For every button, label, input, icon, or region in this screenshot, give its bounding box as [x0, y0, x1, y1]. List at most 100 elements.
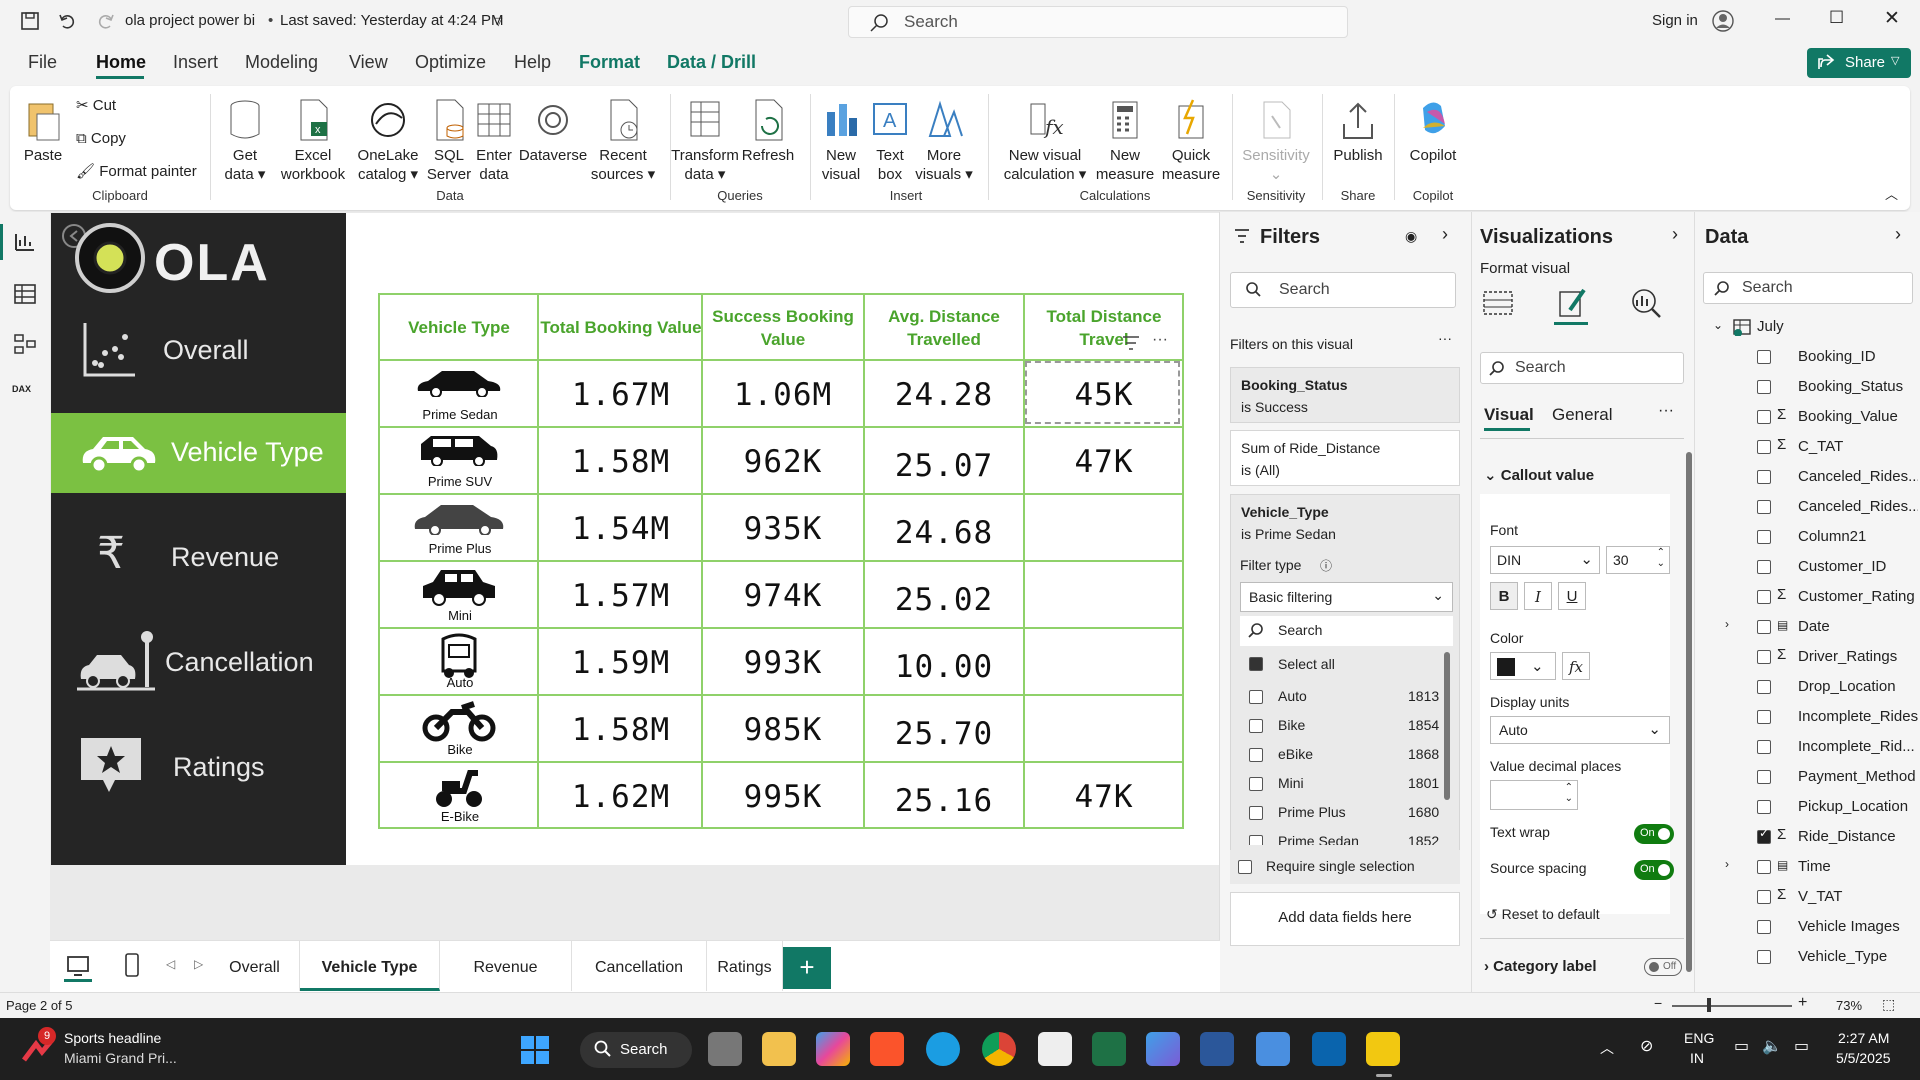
zoom-in-button[interactable]: +	[1798, 994, 1808, 1011]
table-row[interactable]: E-Bike 1.62M 995K 25.16 47K	[380, 763, 1182, 828]
display-icon[interactable]: ▭	[1734, 1038, 1750, 1055]
refresh-button[interactable]: Refresh	[740, 98, 796, 165]
vehicle-type-table[interactable]: Vehicle Type Total Booking Value Success…	[378, 293, 1184, 829]
data-field[interactable]: Vehicle Images	[1695, 912, 1920, 942]
menu-data-drill[interactable]: Data / Drill	[667, 52, 757, 72]
data-field[interactable]: Canceled_Rides...	[1695, 462, 1920, 492]
cell-total[interactable]: 1.57M	[571, 578, 671, 614]
font-family-dropdown[interactable]: DIN ⌄	[1490, 546, 1600, 574]
cell-avg[interactable]: 24.68	[894, 515, 994, 551]
data-field[interactable]: Customer_ID	[1695, 552, 1920, 582]
clock-time[interactable]: 2:27 AM	[1838, 1030, 1890, 1046]
table-row[interactable]: Prime SUV 1.58M 962K 25.07 47K	[380, 428, 1182, 493]
powerbi-icon[interactable]	[1366, 1032, 1400, 1066]
cell-avg[interactable]: 25.02	[894, 582, 994, 618]
new-visual-calculation-button[interactable]: fx New visual calculation ▾	[1000, 98, 1090, 184]
table-row[interactable]: Bike 1.58M 985K 25.70	[380, 696, 1182, 761]
callout-value-section[interactable]: ⌄ Callout value	[1484, 467, 1595, 484]
model-view-icon[interactable]	[14, 334, 36, 354]
nav-overall[interactable]: Overall	[51, 311, 346, 391]
header-vehicle-type[interactable]: Vehicle Type	[408, 318, 510, 337]
table-view-icon[interactable]	[14, 284, 36, 304]
data-field[interactable]: Incomplete_Rides	[1695, 702, 1920, 732]
analytics-icon[interactable]	[1630, 288, 1662, 318]
enter-data-button[interactable]: Enter data	[474, 98, 514, 184]
windows-start-icon[interactable]	[520, 1035, 550, 1065]
viz-search-input[interactable]: Search	[1480, 352, 1684, 384]
cell-avg[interactable]: 25.07	[894, 448, 994, 484]
tab-ratings[interactable]: Ratings	[707, 941, 783, 991]
filter-item[interactable]: eBike 1868	[1240, 744, 1445, 768]
close-button[interactable]: ✕	[1884, 8, 1900, 29]
collapse-ribbon-icon[interactable]: ︿	[1885, 187, 1899, 202]
filter-item[interactable]: Prime Plus 1680	[1240, 802, 1445, 826]
menu-modeling[interactable]: Modeling	[245, 52, 319, 72]
cell-success[interactable]: 1.06M	[733, 377, 833, 413]
data-field[interactable]: Booking_ID	[1695, 342, 1920, 372]
zoom-out-button[interactable]: −	[1654, 995, 1663, 1011]
cell-success[interactable]: 995K	[743, 779, 823, 815]
data-field[interactable]: Payment_Method	[1695, 762, 1920, 792]
minimize-button[interactable]: —	[1775, 10, 1790, 27]
source-spacing-toggle[interactable]: On	[1634, 860, 1674, 880]
copilot-app-icon[interactable]	[816, 1032, 850, 1066]
cell-total[interactable]: 1.62M	[571, 779, 671, 815]
text-wrap-toggle[interactable]: On	[1634, 824, 1674, 844]
cell-avg[interactable]: 25.16	[894, 783, 994, 819]
text-box-button[interactable]: A Text box	[870, 98, 910, 184]
filter-item[interactable]: Bike 1854	[1240, 715, 1445, 739]
format-visual-icon[interactable]	[1556, 286, 1588, 320]
decimal-places-input[interactable]: ⌃ ⌄	[1490, 780, 1578, 810]
cell-total[interactable]: 1.58M	[571, 444, 671, 480]
conditional-format-fx-button[interactable]: fx	[1562, 652, 1590, 680]
fit-page-icon[interactable]: ⬚	[1882, 996, 1896, 1012]
data-field[interactable]: Canceled_Rides...	[1695, 492, 1920, 522]
font-size-stepper[interactable]: 30 ⌃ ⌄	[1606, 546, 1670, 574]
data-field[interactable]: Pickup_Location	[1695, 792, 1920, 822]
require-single-selection[interactable]: Require single selection	[1230, 850, 1460, 884]
data-field[interactable]: ✓ Σ Ride_Distance	[1757, 826, 1896, 845]
filter-item[interactable]: Prime Sedan 1852	[1240, 831, 1445, 845]
filter-item[interactable]: Auto 1813	[1240, 686, 1445, 710]
account-icon[interactable]	[1712, 10, 1734, 32]
cell-total[interactable]: 1.54M	[571, 511, 671, 547]
more-visuals-button[interactable]: More visuals ▾	[914, 98, 974, 184]
transform-data-button[interactable]: Transform data ▾	[670, 98, 740, 184]
volume-icon[interactable]: 🔈	[1762, 1038, 1782, 1055]
add-data-fields-drop[interactable]: Add data fields here	[1230, 892, 1460, 946]
eye-icon[interactable]: ◉	[1405, 228, 1418, 244]
onelake-catalog-button[interactable]: OneLake catalog ▾	[348, 98, 428, 184]
data-field[interactable]: › ▤ Date	[1725, 617, 1830, 635]
display-units-dropdown[interactable]: Auto ⌄	[1490, 716, 1670, 744]
recent-sources-button[interactable]: Recent sources ▾	[588, 98, 658, 184]
chrome-icon[interactable]	[982, 1032, 1016, 1066]
cell-dist[interactable]: 47K	[1074, 779, 1134, 815]
menu-view[interactable]: View	[349, 52, 388, 72]
cell-success[interactable]: 962K	[743, 444, 823, 480]
reset-default-link[interactable]: ↺ Reset to default	[1486, 906, 1600, 922]
menu-file[interactable]: File	[28, 52, 58, 72]
next-tab-icon[interactable]: ▷	[194, 957, 204, 971]
more-options-icon[interactable]: ···	[1152, 331, 1168, 348]
collapse-data-icon[interactable]: ›	[1895, 224, 1901, 244]
data-field[interactable]: Incomplete_Rid...	[1695, 732, 1920, 762]
cell-avg[interactable]: 10.00	[894, 649, 994, 685]
nav-vehicle-type[interactable]: Vehicle Type	[51, 413, 346, 493]
network-off-icon[interactable]: ⊘	[1640, 1038, 1654, 1055]
filter-item[interactable]: Mini 1801	[1240, 773, 1445, 797]
data-field[interactable]: Booking_Status	[1695, 372, 1920, 402]
cell-dist[interactable]: 47K	[1074, 444, 1134, 480]
collapse-viz-icon[interactable]: ›	[1672, 224, 1678, 244]
menu-insert[interactable]: Insert	[173, 52, 219, 72]
data-field[interactable]: Σ V_TAT	[1695, 882, 1920, 912]
header-avg-distance[interactable]: Avg. Distance Travelled	[888, 306, 1000, 349]
notepad-icon[interactable]	[1256, 1032, 1290, 1066]
table-july[interactable]: ⌄ July	[1713, 318, 1784, 336]
filters-search-input[interactable]: Search	[1230, 272, 1456, 308]
new-visual-button[interactable]: New visual	[816, 98, 866, 184]
table-row[interactable]: Prime Plus 1.54M 935K 24.68	[380, 495, 1182, 560]
filter-icon[interactable]	[1122, 335, 1140, 351]
menu-help[interactable]: Help	[514, 52, 552, 72]
outlook-icon[interactable]	[1312, 1032, 1346, 1066]
tab-general[interactable]: General	[1552, 405, 1613, 424]
